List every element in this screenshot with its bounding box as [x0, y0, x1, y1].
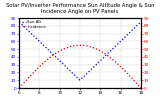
Text: Solar PV/Inverter Performance Sun Altitude Angle & Sun Incidence Angle on PV Pan: Solar PV/Inverter Performance Sun Altitu… [6, 3, 154, 14]
Legend: Sun Alt, Incidence: Sun Alt, Incidence [21, 20, 47, 29]
